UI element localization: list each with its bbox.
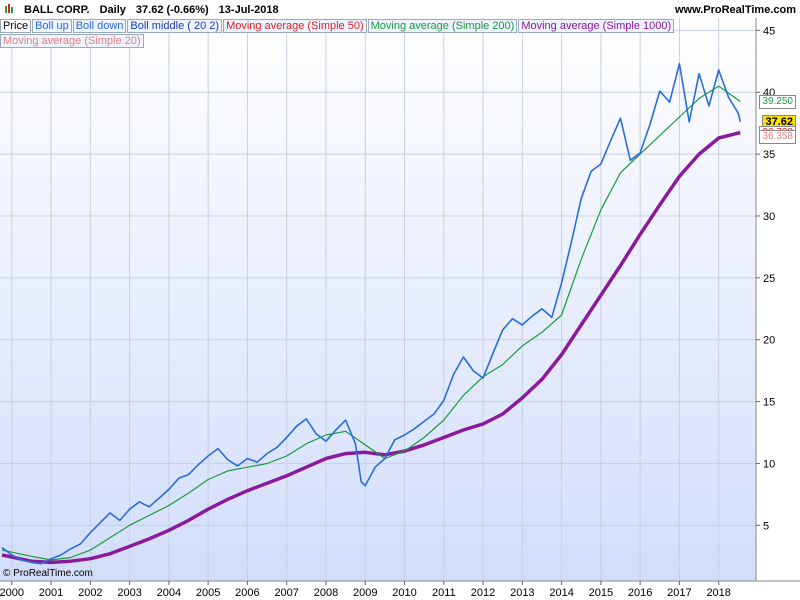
legend-ma-20[interactable]: Moving average (Simple 20)	[0, 34, 144, 48]
legend-ma-50[interactable]: Moving average (Simple 50)	[223, 19, 367, 33]
y-tick-label: 20	[763, 335, 775, 347]
y-tick-label: 35	[763, 149, 775, 161]
x-tick-label: 2016	[628, 587, 652, 599]
x-tick-label: 2006	[235, 587, 259, 599]
y-tick-label: 15	[763, 397, 775, 409]
plot-area	[0, 18, 756, 581]
chart-logo-icon	[4, 3, 14, 14]
series-ma-200	[1, 85, 741, 561]
legend-boll-middle[interactable]: Boll middle ( 20 2)	[127, 19, 223, 33]
x-tick-label: 2011	[432, 587, 456, 599]
legend-row-1: Price Boll up Boll down Boll middle ( 20…	[0, 19, 675, 33]
y-tick-label: 45	[763, 25, 775, 37]
legend-row-2: Moving average (Simple 20)	[0, 34, 145, 48]
x-tick-label: 2008	[314, 587, 338, 599]
x-tick-label: 2010	[392, 587, 416, 599]
legend-boll-up[interactable]: Boll up	[32, 19, 72, 33]
price-label: 36.358	[759, 130, 796, 145]
series-ma-1000	[1, 130, 741, 565]
x-tick-label: 2015	[589, 587, 613, 599]
x-tick-label: 2003	[117, 587, 141, 599]
legend-price[interactable]: Price	[0, 19, 32, 33]
x-tick-label: 2004	[157, 587, 181, 599]
symbol-name: BALL CORP.	[24, 4, 90, 16]
site-link[interactable]: www.ProRealTime.com	[674, 4, 796, 16]
last-price: 37.62 (-0.66%)	[135, 4, 209, 16]
price-label: 39.250	[759, 94, 796, 109]
x-tick-label: 2017	[667, 587, 691, 599]
y-tick-label: 5	[763, 520, 769, 532]
series-lines	[1, 62, 742, 565]
x-axis: 2000 2001 2002 2003 2004 2005 2006 2007 2008 2009…	[0, 581, 731, 599]
x-tick-label: 2002	[78, 587, 102, 599]
chart-header: BALL CORP. Daily 37.62 (-0.66%) 13-Jul-2018	[4, 2, 289, 18]
x-tick-label: 2018	[706, 587, 730, 599]
legend-ma-200[interactable]: Moving average (Simple 200)	[367, 19, 518, 33]
legend-boll-down[interactable]: Boll down	[72, 19, 127, 33]
x-tick-label: 2001	[39, 587, 63, 599]
x-tick-label: 2013	[510, 587, 534, 599]
date-label: 13-Jul-2018	[218, 4, 279, 16]
period-label: Daily	[99, 4, 126, 16]
y-tick-label: 30	[763, 211, 775, 223]
y-tick-label: 25	[763, 273, 775, 285]
x-tick-label: 2012	[471, 587, 495, 599]
credit-label: © ProRealTime.com	[3, 568, 93, 579]
x-tick-label: 2005	[196, 587, 220, 599]
x-tick-label: 2000	[0, 587, 24, 599]
x-tick-label: 2009	[353, 587, 377, 599]
legend-ma-1000[interactable]: Moving average (Simple 1000)	[518, 19, 675, 33]
series-price	[1, 62, 742, 565]
x-tick-label: 2014	[549, 587, 573, 599]
x-tick-label: 2007	[274, 587, 298, 599]
y-tick-label: 10	[763, 458, 775, 470]
